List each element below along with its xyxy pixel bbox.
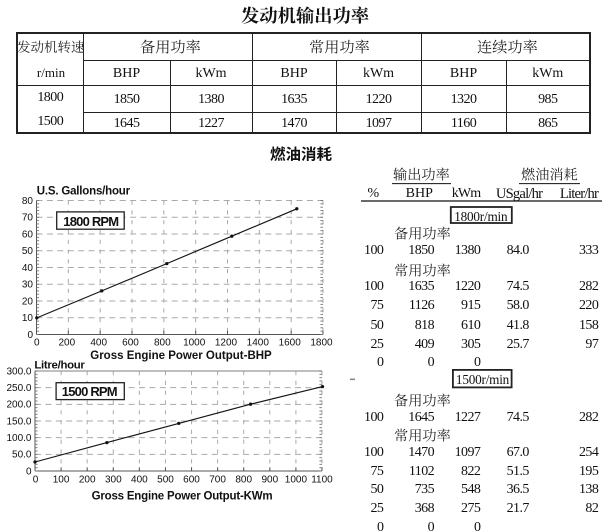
svg-text:600: 600	[122, 338, 139, 349]
svg-text:0: 0	[26, 466, 32, 477]
svg-text:100: 100	[53, 475, 70, 486]
svg-text:40: 40	[22, 263, 34, 274]
svg-text:1000: 1000	[285, 475, 308, 486]
svg-text:1800: 1800	[310, 338, 333, 349]
svg-text:900: 900	[261, 475, 278, 486]
svg-text:80: 80	[22, 196, 34, 207]
svg-text:50.0: 50.0	[12, 450, 32, 461]
svg-text:250.0: 250.0	[6, 383, 31, 394]
svg-text:600: 600	[183, 475, 200, 486]
svg-text:U.S. Gallons/hour: U.S. Gallons/hour	[37, 185, 131, 197]
svg-text:10: 10	[22, 313, 34, 324]
svg-text:1400: 1400	[247, 338, 270, 349]
svg-text:200: 200	[79, 475, 96, 486]
svg-text:1100: 1100	[311, 475, 333, 486]
svg-text:1500 RPM: 1500 RPM	[62, 384, 117, 399]
svg-text:0: 0	[27, 330, 33, 341]
svg-text:800: 800	[154, 338, 171, 349]
svg-text:200.0: 200.0	[6, 400, 31, 411]
svg-text:60: 60	[22, 229, 34, 240]
svg-text:100.0: 100.0	[6, 433, 31, 444]
svg-text:0: 0	[34, 338, 40, 349]
svg-text:1600: 1600	[279, 338, 302, 349]
svg-text:400: 400	[131, 475, 148, 486]
svg-text:200: 200	[58, 338, 75, 349]
svg-text:20: 20	[22, 296, 34, 307]
svg-text:70: 70	[22, 213, 34, 224]
svg-text:300: 300	[105, 475, 122, 486]
svg-text:800: 800	[235, 475, 252, 486]
svg-text:1000: 1000	[183, 338, 206, 349]
svg-text:30: 30	[22, 280, 34, 291]
svg-text:Litre/hour: Litre/hour	[34, 360, 85, 372]
svg-text:1200: 1200	[215, 338, 238, 349]
svg-text:150.0: 150.0	[6, 416, 31, 427]
svg-text:1800 RPM: 1800 RPM	[63, 214, 118, 229]
svg-text:400: 400	[90, 338, 107, 349]
svg-text:700: 700	[209, 475, 226, 486]
svg-text:0: 0	[33, 475, 39, 486]
svg-text:500: 500	[157, 475, 174, 486]
svg-text:Gross Engine Power Output-KWm: Gross Engine Power Output-KWm	[92, 490, 273, 502]
svg-text:50: 50	[22, 246, 34, 257]
svg-text:300.0: 300.0	[6, 366, 31, 377]
svg-text:Gross Engine Power Output-BHP: Gross Engine Power Output-BHP	[90, 350, 272, 362]
